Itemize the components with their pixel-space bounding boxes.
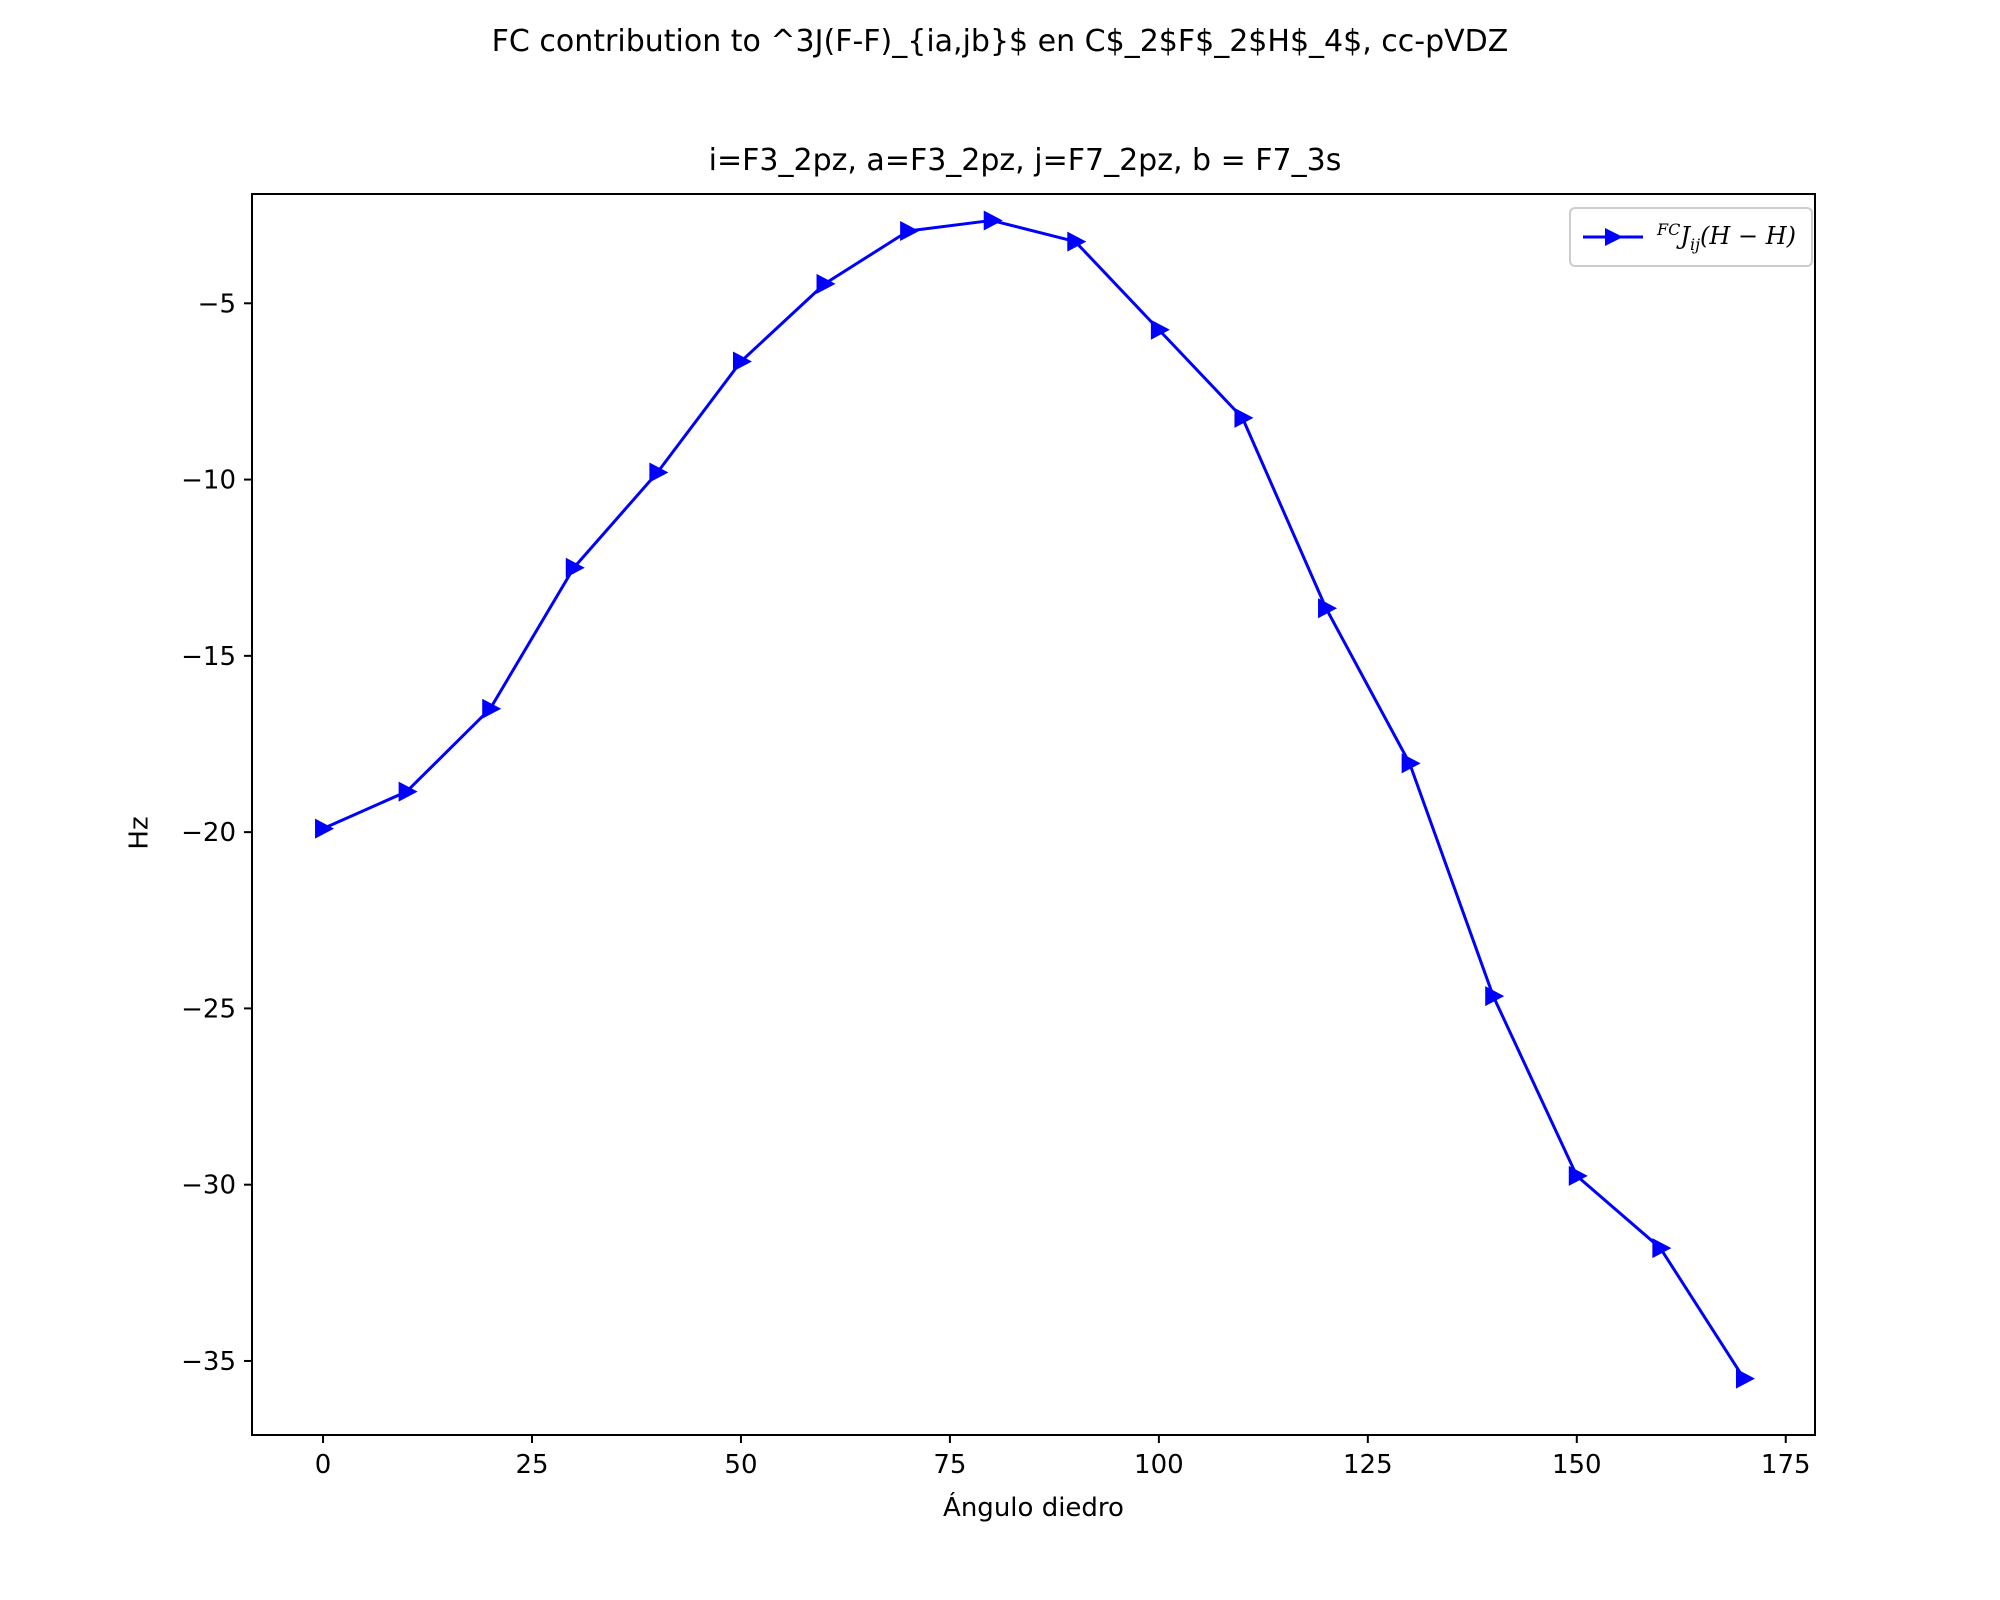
- x-axis-label: Ángulo diedro: [943, 1493, 1124, 1523]
- x-tick-label: 100: [1134, 1450, 1184, 1480]
- data-point-marker: [565, 557, 585, 578]
- data-point-marker: [398, 781, 418, 802]
- y-tick-label: −35: [181, 1347, 236, 1377]
- data-point-marker: [482, 698, 502, 719]
- legend-label: FCJij(H − H): [1657, 220, 1796, 254]
- x-tick-label: 25: [515, 1450, 548, 1480]
- series-line: [322, 218, 1746, 1380]
- y-axis-label: Hz: [124, 816, 155, 850]
- data-point-marker: [816, 273, 836, 294]
- x-tick-label: 50: [724, 1450, 757, 1480]
- x-tick-label: 125: [1343, 1450, 1393, 1480]
- x-tick-label: 175: [1761, 1450, 1811, 1480]
- data-point-marker: [1652, 1238, 1672, 1259]
- data-point-marker: [1067, 231, 1087, 252]
- data-point-marker: [732, 351, 752, 372]
- data-point-marker: [983, 210, 1003, 231]
- legend: FCJij(H − H): [1569, 207, 1813, 267]
- data-point-marker: [1234, 407, 1254, 428]
- y-tick-label: −30: [181, 1171, 236, 1201]
- legend-swatch: [1583, 228, 1643, 246]
- data-point-marker: [1318, 598, 1338, 619]
- data-point-marker: [649, 462, 669, 483]
- data-point-marker: [1401, 753, 1421, 774]
- y-tick-label: −25: [181, 994, 236, 1024]
- data-point-marker: [1485, 986, 1505, 1007]
- x-tick-label: 75: [933, 1450, 966, 1480]
- data-point-marker: [315, 818, 335, 839]
- data-point-marker: [900, 221, 920, 242]
- figure-suptitle: FC contribution to ^3J(F-F)_{ia,jb}$ en …: [491, 24, 1509, 59]
- x-tick-label: 150: [1552, 1450, 1602, 1480]
- data-point-marker: [1568, 1165, 1588, 1186]
- y-tick-label: −5: [198, 289, 236, 319]
- data-point-marker: [1150, 319, 1170, 340]
- y-tick-label: −10: [181, 466, 236, 496]
- y-tick-label: −20: [181, 818, 236, 848]
- x-tick-label: 0: [315, 1450, 332, 1480]
- y-tick-label: −15: [181, 642, 236, 672]
- plot-area-frame: [251, 193, 1816, 1436]
- chart-title: i=F3_2pz, a=F3_2pz, j=F7_2pz, b = F7_3s: [708, 143, 1342, 178]
- data-point-marker: [1735, 1368, 1755, 1389]
